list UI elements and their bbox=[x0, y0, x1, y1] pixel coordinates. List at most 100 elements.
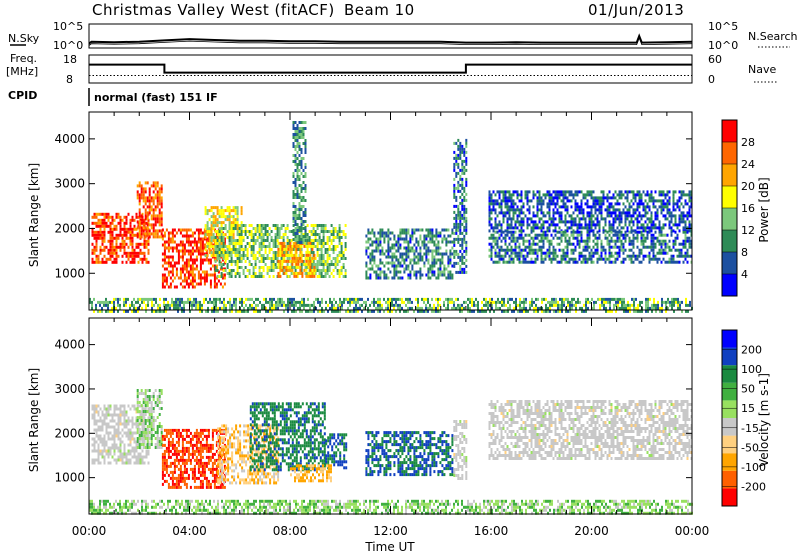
data-cell bbox=[488, 248, 491, 252]
data-cell bbox=[666, 260, 669, 264]
data-cell bbox=[121, 233, 124, 237]
data-cell bbox=[133, 254, 136, 258]
data-cell bbox=[311, 271, 314, 275]
data-cell bbox=[616, 233, 619, 237]
data-cell bbox=[381, 246, 384, 250]
data-cell bbox=[461, 144, 464, 148]
data-cell bbox=[183, 306, 185, 310]
data-cell bbox=[99, 300, 101, 304]
data-cell bbox=[526, 202, 529, 206]
data-cell bbox=[650, 199, 653, 203]
data-cell bbox=[322, 230, 325, 233]
data-cell bbox=[318, 248, 321, 251]
data-cell bbox=[566, 248, 569, 252]
data-cell bbox=[324, 269, 327, 272]
data-cell bbox=[409, 237, 412, 241]
data-cell bbox=[147, 297, 149, 301]
data-cell bbox=[504, 211, 507, 215]
data-cell bbox=[461, 186, 464, 190]
data-cell bbox=[688, 254, 691, 258]
data-cell bbox=[660, 242, 663, 246]
data-cell bbox=[504, 251, 507, 255]
data-cell bbox=[552, 214, 555, 218]
data-cell bbox=[602, 226, 605, 230]
data-cell bbox=[189, 255, 192, 259]
data-cell bbox=[111, 239, 114, 243]
data-cell bbox=[254, 233, 257, 236]
data-cell bbox=[582, 193, 585, 197]
data-cell bbox=[686, 202, 689, 206]
data-cell bbox=[302, 175, 305, 178]
data-cell bbox=[332, 239, 335, 242]
data-cell bbox=[103, 218, 106, 222]
data-cell bbox=[546, 193, 549, 197]
data-cell bbox=[171, 258, 174, 262]
data-cell bbox=[230, 224, 233, 227]
data-cell bbox=[526, 190, 529, 194]
data-cell bbox=[93, 212, 96, 216]
data-cell bbox=[133, 297, 135, 301]
data-cell bbox=[558, 226, 561, 230]
data-cell bbox=[383, 276, 386, 280]
data-cell bbox=[152, 190, 155, 194]
data-cell bbox=[107, 224, 110, 228]
data-cell bbox=[564, 223, 567, 227]
data-cell bbox=[379, 306, 381, 310]
data-cell bbox=[296, 166, 299, 169]
data-cell bbox=[230, 263, 233, 266]
data-cell bbox=[302, 220, 305, 223]
data-cell bbox=[383, 231, 386, 235]
data-cell bbox=[91, 221, 94, 225]
data-cell bbox=[99, 245, 102, 249]
data-cell bbox=[268, 266, 271, 269]
data-cell bbox=[652, 199, 655, 203]
data-cell bbox=[199, 228, 202, 232]
data-cell bbox=[490, 199, 493, 203]
data-cell bbox=[334, 257, 337, 260]
data-cell bbox=[510, 260, 513, 264]
data-cell bbox=[248, 260, 251, 263]
data-cell bbox=[654, 242, 657, 246]
data-cell bbox=[228, 245, 231, 248]
data-cell bbox=[232, 209, 235, 213]
data-cell bbox=[576, 202, 579, 206]
data-cell bbox=[197, 273, 200, 277]
data-cell bbox=[105, 309, 107, 313]
data-cell bbox=[453, 225, 456, 229]
data-cell bbox=[457, 297, 459, 301]
data-cell bbox=[518, 236, 521, 240]
data-cell bbox=[377, 231, 380, 235]
data-cell bbox=[459, 222, 462, 226]
data-cell bbox=[214, 260, 217, 263]
data-cell bbox=[293, 274, 296, 278]
data-cell bbox=[242, 254, 245, 257]
data-cell bbox=[232, 248, 235, 251]
data-cell bbox=[254, 254, 257, 257]
data-cell bbox=[504, 254, 507, 258]
data-cell bbox=[324, 242, 327, 245]
data-cell bbox=[465, 228, 468, 232]
data-cell bbox=[209, 267, 212, 271]
data-cell bbox=[528, 248, 531, 252]
data-cell bbox=[292, 127, 295, 130]
data-cell bbox=[602, 193, 605, 197]
data-cell bbox=[274, 257, 277, 260]
data-cell bbox=[304, 127, 307, 130]
data-cell bbox=[263, 306, 265, 310]
data-cell bbox=[395, 300, 397, 304]
data-cell bbox=[193, 258, 196, 262]
data-cell bbox=[528, 251, 531, 255]
data-cell bbox=[281, 262, 284, 266]
data-cell bbox=[624, 217, 627, 221]
data-cell bbox=[492, 199, 495, 203]
data-cell bbox=[272, 263, 275, 266]
data-cell bbox=[654, 190, 657, 194]
data-cell bbox=[405, 252, 408, 256]
data-cell bbox=[403, 240, 406, 244]
data-cell bbox=[492, 205, 495, 209]
data-cell bbox=[228, 239, 231, 242]
data-cell bbox=[306, 248, 309, 251]
data-cell bbox=[504, 196, 507, 200]
data-cell bbox=[546, 205, 549, 209]
data-cell bbox=[115, 227, 118, 231]
